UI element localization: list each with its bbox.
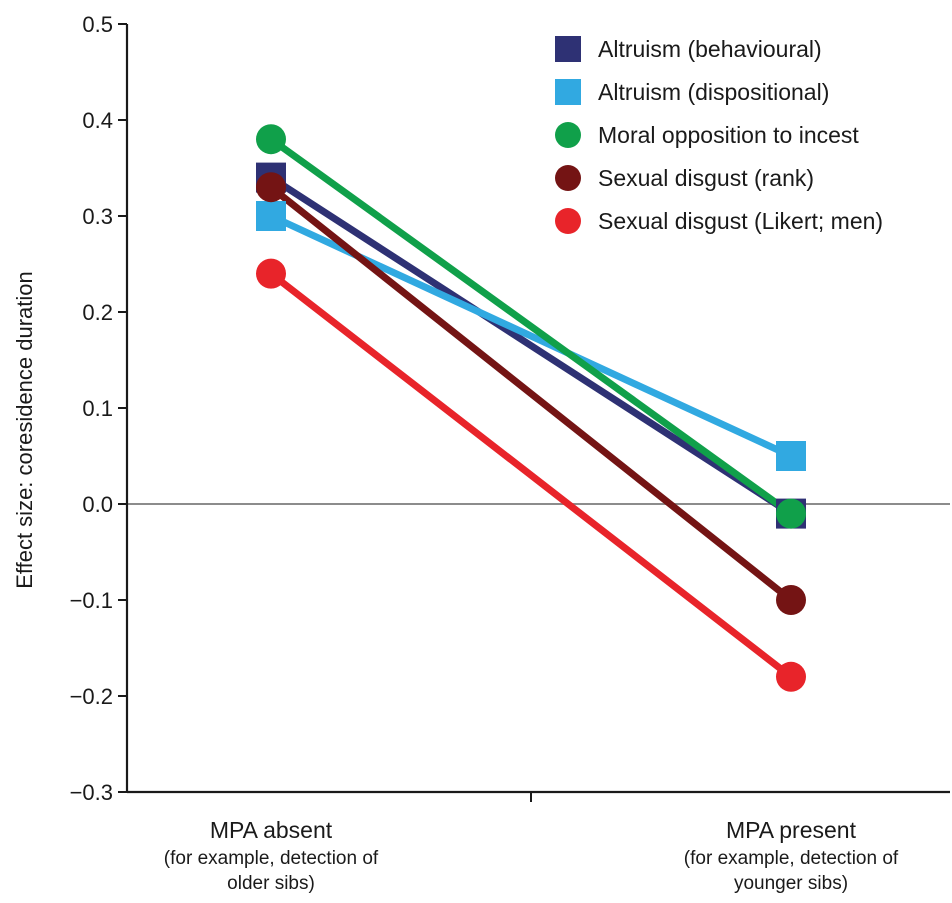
y-tick-label: −0.2 [70,684,113,709]
legend-marker-square [555,36,581,62]
legend-label: Moral opposition to incest [598,122,859,148]
legend-marker-circle [555,165,581,191]
data-point-square [776,441,806,471]
legend-marker-circle [555,122,581,148]
data-point-circle [776,585,806,615]
data-point-circle [256,172,286,203]
legend-marker-circle [555,208,581,234]
legend-label: Sexual disgust (rank) [598,165,814,191]
x-category-sublabel: (for example, detection of [684,848,899,869]
y-tick-label: 0.4 [82,108,113,133]
y-axis-title: Effect size: coresidence duration [12,271,37,589]
series-line [267,135,795,518]
legend-label: Sexual disgust (Likert; men) [598,208,883,234]
y-tick-label: 0.0 [82,492,113,517]
y-tick-label: 0.2 [82,300,113,325]
legend-label: Altruism (dispositional) [598,79,829,105]
legend-marker-square [555,79,581,105]
y-tick-label: 0.1 [82,396,113,421]
y-tick-label: 0.5 [82,12,113,37]
x-category-sublabel: younger sibs) [734,873,848,894]
data-point-square [256,201,286,231]
x-category-label: MPA absent [210,817,333,843]
data-point-circle [776,498,806,529]
data-point-circle [776,661,806,692]
x-category-sublabel: (for example, detection of [164,848,379,869]
y-tick-label: −0.3 [70,780,113,805]
series-line [267,174,795,518]
legend-label: Altruism (behavioural) [598,36,822,62]
data-point-circle [256,258,286,289]
x-category-sublabel: older sibs) [227,873,315,894]
y-tick-label: −0.1 [70,588,113,613]
y-tick-label: 0.3 [82,204,113,229]
data-point-circle [256,124,286,155]
series-line [267,270,795,681]
series-line [267,183,795,604]
x-category-label: MPA present [726,817,857,843]
